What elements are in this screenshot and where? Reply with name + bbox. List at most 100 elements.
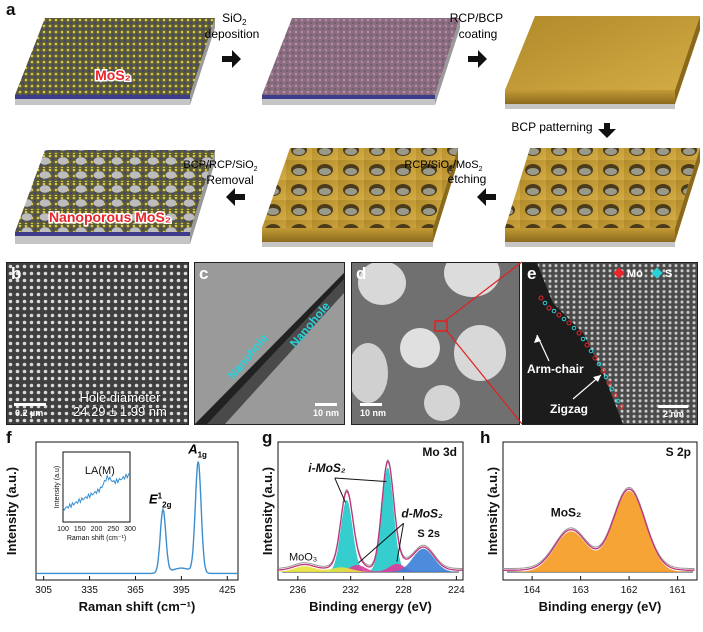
hole-diameter-caption: Hole diameter 24.29 ± 1.99 nm (73, 391, 167, 419)
envelope-line (278, 460, 463, 571)
scale-bar-c (315, 403, 337, 406)
panel-a-label: a (6, 0, 16, 19)
nanohole-edge-texture (195, 263, 344, 424)
scale-text-d: 10 nm (360, 408, 387, 418)
x-tick-label-g: 232 (342, 585, 359, 596)
panel-e-label: e (527, 264, 537, 283)
x-tick-label-f: 365 (127, 585, 144, 596)
x-tick-label-g: 228 (395, 585, 412, 596)
raman-chart: 305 335 365 395 425 Raman shift (cm⁻¹) Intensi… (4, 441, 239, 614)
panel-f-label: f (6, 428, 12, 447)
inset-x-tick-label: 150 (74, 526, 86, 533)
chart-title-g: Mo 3d (422, 445, 457, 459)
x-axis-label-h: Binding energy (eV) (539, 599, 662, 614)
step3-text: BCP patterning (511, 120, 592, 134)
x-axis-label-f: Raman shift (cm⁻¹) (79, 599, 196, 614)
arrow-right-1 (222, 50, 241, 68)
annotation-moo3: MoO₃ (289, 551, 317, 563)
component-fill (503, 490, 697, 572)
annotation-line (334, 477, 387, 483)
x-tick-label-f: 335 (81, 585, 98, 596)
peak-label-e2g: E12g (149, 491, 172, 509)
mos2-slab (15, 18, 215, 105)
y-axis-label-f: Intensity (a.u.) (4, 467, 19, 555)
plot-frame-g (277, 441, 464, 581)
panel-c-label: c (199, 264, 209, 283)
armchair-label: Arm-chair (527, 362, 584, 376)
annotation-line (334, 477, 346, 503)
x-tick-label-h: 163 (572, 585, 589, 596)
sio2-slab (262, 18, 460, 105)
annotation-s2s: S 2s (417, 528, 440, 540)
scale-text-c: 10 nm (313, 408, 340, 418)
bcp-coated-slab (505, 16, 700, 109)
peak-label-a1g: A1g (187, 441, 207, 459)
x-tick-label-g: 236 (289, 585, 306, 596)
chart-title-h: S 2p (666, 445, 691, 459)
annotation-line (358, 522, 404, 564)
peak-label-a1g-sub: 1g (198, 450, 207, 459)
x-tick-label-h: 164 (524, 585, 541, 596)
plot-frame-h (502, 441, 698, 581)
arrow-left-2 (226, 188, 245, 206)
panel-d-label: d (356, 264, 367, 283)
hole-diameter-title: Hole diameter (79, 390, 161, 405)
x-tick-label-f: 305 (35, 585, 52, 596)
component-fill (278, 566, 463, 572)
x-tick-label-h: 161 (669, 585, 686, 596)
panel-g-label: g (262, 428, 273, 447)
inset-y-label: Intensity (a.u) (54, 466, 61, 508)
scale-bar-e (658, 405, 688, 408)
xps-mo3d-chart: 236 232 228 224 Binding energy (eV) Intensity… (260, 441, 465, 614)
nanohole-array-texture (7, 263, 188, 424)
raw-data-line (503, 486, 695, 569)
tem-image-panel-c: c Nanohole Nanohole 10 nm (194, 262, 345, 425)
step2-text: RCP/BCP coating (450, 11, 506, 41)
inset-x-tick-label: 100 (57, 526, 69, 533)
tem-image-panel-d: d 10 nm (351, 262, 520, 425)
sem-image-panel-b: b Hole diameter 24.29 ± 1.99 nm 0.2 µm (6, 262, 189, 425)
y-axis-label-g: Intensity (a.u.) (260, 467, 275, 555)
inset-x-label: Raman shift (cm⁻¹) (67, 535, 126, 542)
xps-s2p-chart: 164 163 162 161 Binding energy (eV) Intensity… (485, 441, 698, 614)
inset-x-tick-label: 250 (107, 526, 119, 533)
legend-s-text: S (665, 268, 673, 280)
peak-label-e2g-sup: 1 (158, 491, 163, 500)
patterned-slab (262, 148, 458, 247)
inset-frame (62, 451, 131, 523)
x-tick-label-f: 395 (173, 585, 190, 596)
legend-mo: Mo (613, 267, 643, 280)
nanoporous-slab-label: Nanoporous MoS₂ (49, 209, 171, 225)
s-marker (651, 267, 663, 279)
raman-series-line (36, 461, 238, 575)
y-axis-label-h: Intensity (a.u.) (485, 467, 500, 555)
haadf-image-panel-e: e Mo S Arm-chair Zigzag 2 nm (522, 262, 698, 425)
schematic-process-diagram: MoS₂ Nanoporous MoS₂ SiO2 deposition RCP… (15, 11, 700, 247)
annotation-i-mos2: i-MoS₂ (308, 461, 346, 475)
x-tick-label-g: 224 (448, 585, 465, 596)
arrow-right-2 (468, 50, 487, 68)
atomic-lattice (523, 263, 697, 424)
step5-text: BCP/RCP/SiO2 Removal (183, 159, 260, 187)
arrow-down (598, 123, 616, 138)
mo-marker (613, 267, 625, 279)
nanoporous-mos2-slab (15, 150, 215, 244)
inset-series-line (62, 472, 131, 512)
annotation-d-mos2: d-MoS₂ (401, 506, 443, 520)
raw-data-line (277, 459, 463, 569)
etched-slab (505, 148, 700, 247)
mos2-slab-label: MoS₂ (95, 67, 131, 83)
panel-b-label: b (11, 264, 22, 283)
inset-x-tick-label: 200 (91, 526, 103, 533)
step4-text: RCP/SiO2/MoS2 etching (404, 159, 486, 186)
panel-h-label: h (480, 428, 491, 447)
component-fill (278, 563, 463, 572)
annotation-line (396, 523, 405, 562)
scale-bar-d (360, 403, 382, 406)
scale-bar-b (14, 403, 46, 406)
scale-text-b: 0.2 µm (15, 408, 44, 418)
arrow-left-1 (477, 188, 496, 206)
legend-s: S (651, 267, 673, 280)
hole-blobs (352, 263, 519, 424)
